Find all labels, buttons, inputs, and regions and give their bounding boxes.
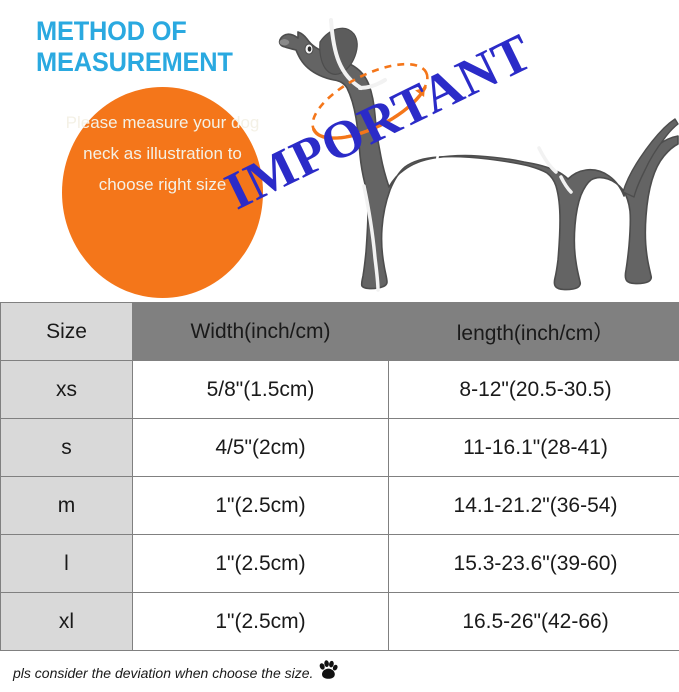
paw-print-icon [320,660,339,679]
cell-size: m [0,476,133,535]
table-row: xs 5/8"(1.5cm) 8-12"(20.5-30.5) [0,360,679,419]
cell-width: 4/5"(2cm) [132,418,389,477]
dog-tail [622,118,679,198]
cell-length: 8-12"(20.5-30.5) [388,360,679,419]
measurement-instruction-callout: Please measure your dog neck as illustra… [62,87,263,298]
neck-loop-solid [312,85,427,140]
table-row: l 1"(2.5cm) 15.3-23.6"(39-60) [0,534,679,593]
dog-nose [279,39,290,46]
dog-pupil [307,46,312,52]
page-title: METHOD OF MEASUREMENT [36,16,233,77]
cell-size: xl [0,592,133,651]
dog-illustration: NECK [268,0,679,302]
callout-text: Please measure your dog neck as illustra… [65,113,260,194]
neck-loop-arrowhead [415,87,425,98]
dog-hind-line [537,146,558,174]
cell-width: 1"(2.5cm) [132,476,389,535]
cell-size: l [0,534,133,593]
size-table: Size Width(inch/cm) length(inch/cm） xs 5… [0,302,679,651]
cell-length: 16.5-26"(42-66) [388,592,679,651]
dog-ear [319,27,358,75]
cell-width: 1"(2.5cm) [132,534,389,593]
dog-front-leg-line [362,184,380,292]
neck-measure-loop [311,62,429,140]
cell-length: 15.3-23.6"(39-60) [388,534,679,593]
header-cell-length: length(inch/cm） [388,302,679,361]
table-row: s 4/5"(2cm) 11-16.1"(28-41) [0,418,679,477]
cell-width: 5/8"(1.5cm) [132,360,389,419]
table-header-row: Size Width(inch/cm) length(inch/cm） [0,302,679,361]
cell-size: s [0,418,133,477]
header-cell-width: Width(inch/cm) [132,302,389,361]
header-cell-size: Size [0,302,133,361]
dog-silhouette [278,18,679,292]
footer-note: pls consider the deviation when choose t… [13,659,339,687]
cell-length: 14.1-21.2"(36-54) [388,476,679,535]
size-table-body: Size Width(inch/cm) length(inch/cm） xs 5… [0,302,679,651]
dog-shoulder-line [329,18,363,90]
dog-svg: NECK [278,18,679,292]
table-row: m 1"(2.5cm) 14.1-21.2"(36-54) [0,476,679,535]
table-row: xl 1"(2.5cm) 16.5-26"(42-66) [0,592,679,651]
cell-size: xs [0,360,133,419]
cell-width: 1"(2.5cm) [132,592,389,651]
dog-hind-line-2 [559,175,573,194]
dog-body-path [278,31,679,291]
deviation-note: pls consider the deviation when choose t… [13,665,314,681]
cell-length: 11-16.1"(28-41) [388,418,679,477]
dog-chest-line [358,78,387,90]
